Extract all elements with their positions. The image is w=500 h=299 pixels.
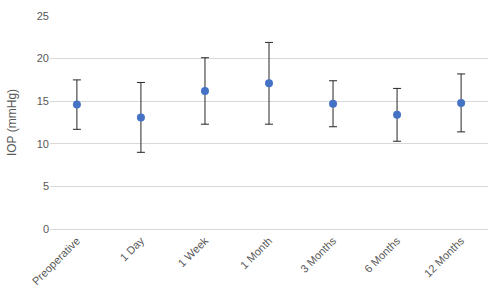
svg-text:0: 0 xyxy=(43,223,49,235)
svg-text:15: 15 xyxy=(37,95,49,107)
svg-text:10: 10 xyxy=(37,138,49,150)
svg-text:1 Week: 1 Week xyxy=(176,234,211,269)
svg-text:25: 25 xyxy=(37,10,49,22)
svg-text:1 Day: 1 Day xyxy=(117,234,146,263)
svg-text:3 Months: 3 Months xyxy=(298,234,339,275)
svg-text:1 Month: 1 Month xyxy=(238,235,275,272)
svg-text:20: 20 xyxy=(37,52,49,64)
svg-text:12 Months: 12 Months xyxy=(422,234,467,279)
svg-text:Preoperative: Preoperative xyxy=(30,235,83,288)
svg-text:5: 5 xyxy=(43,180,49,192)
svg-text:6 Months: 6 Months xyxy=(362,234,403,275)
svg-text:IOP (mmHg): IOP (mmHg) xyxy=(5,89,19,156)
